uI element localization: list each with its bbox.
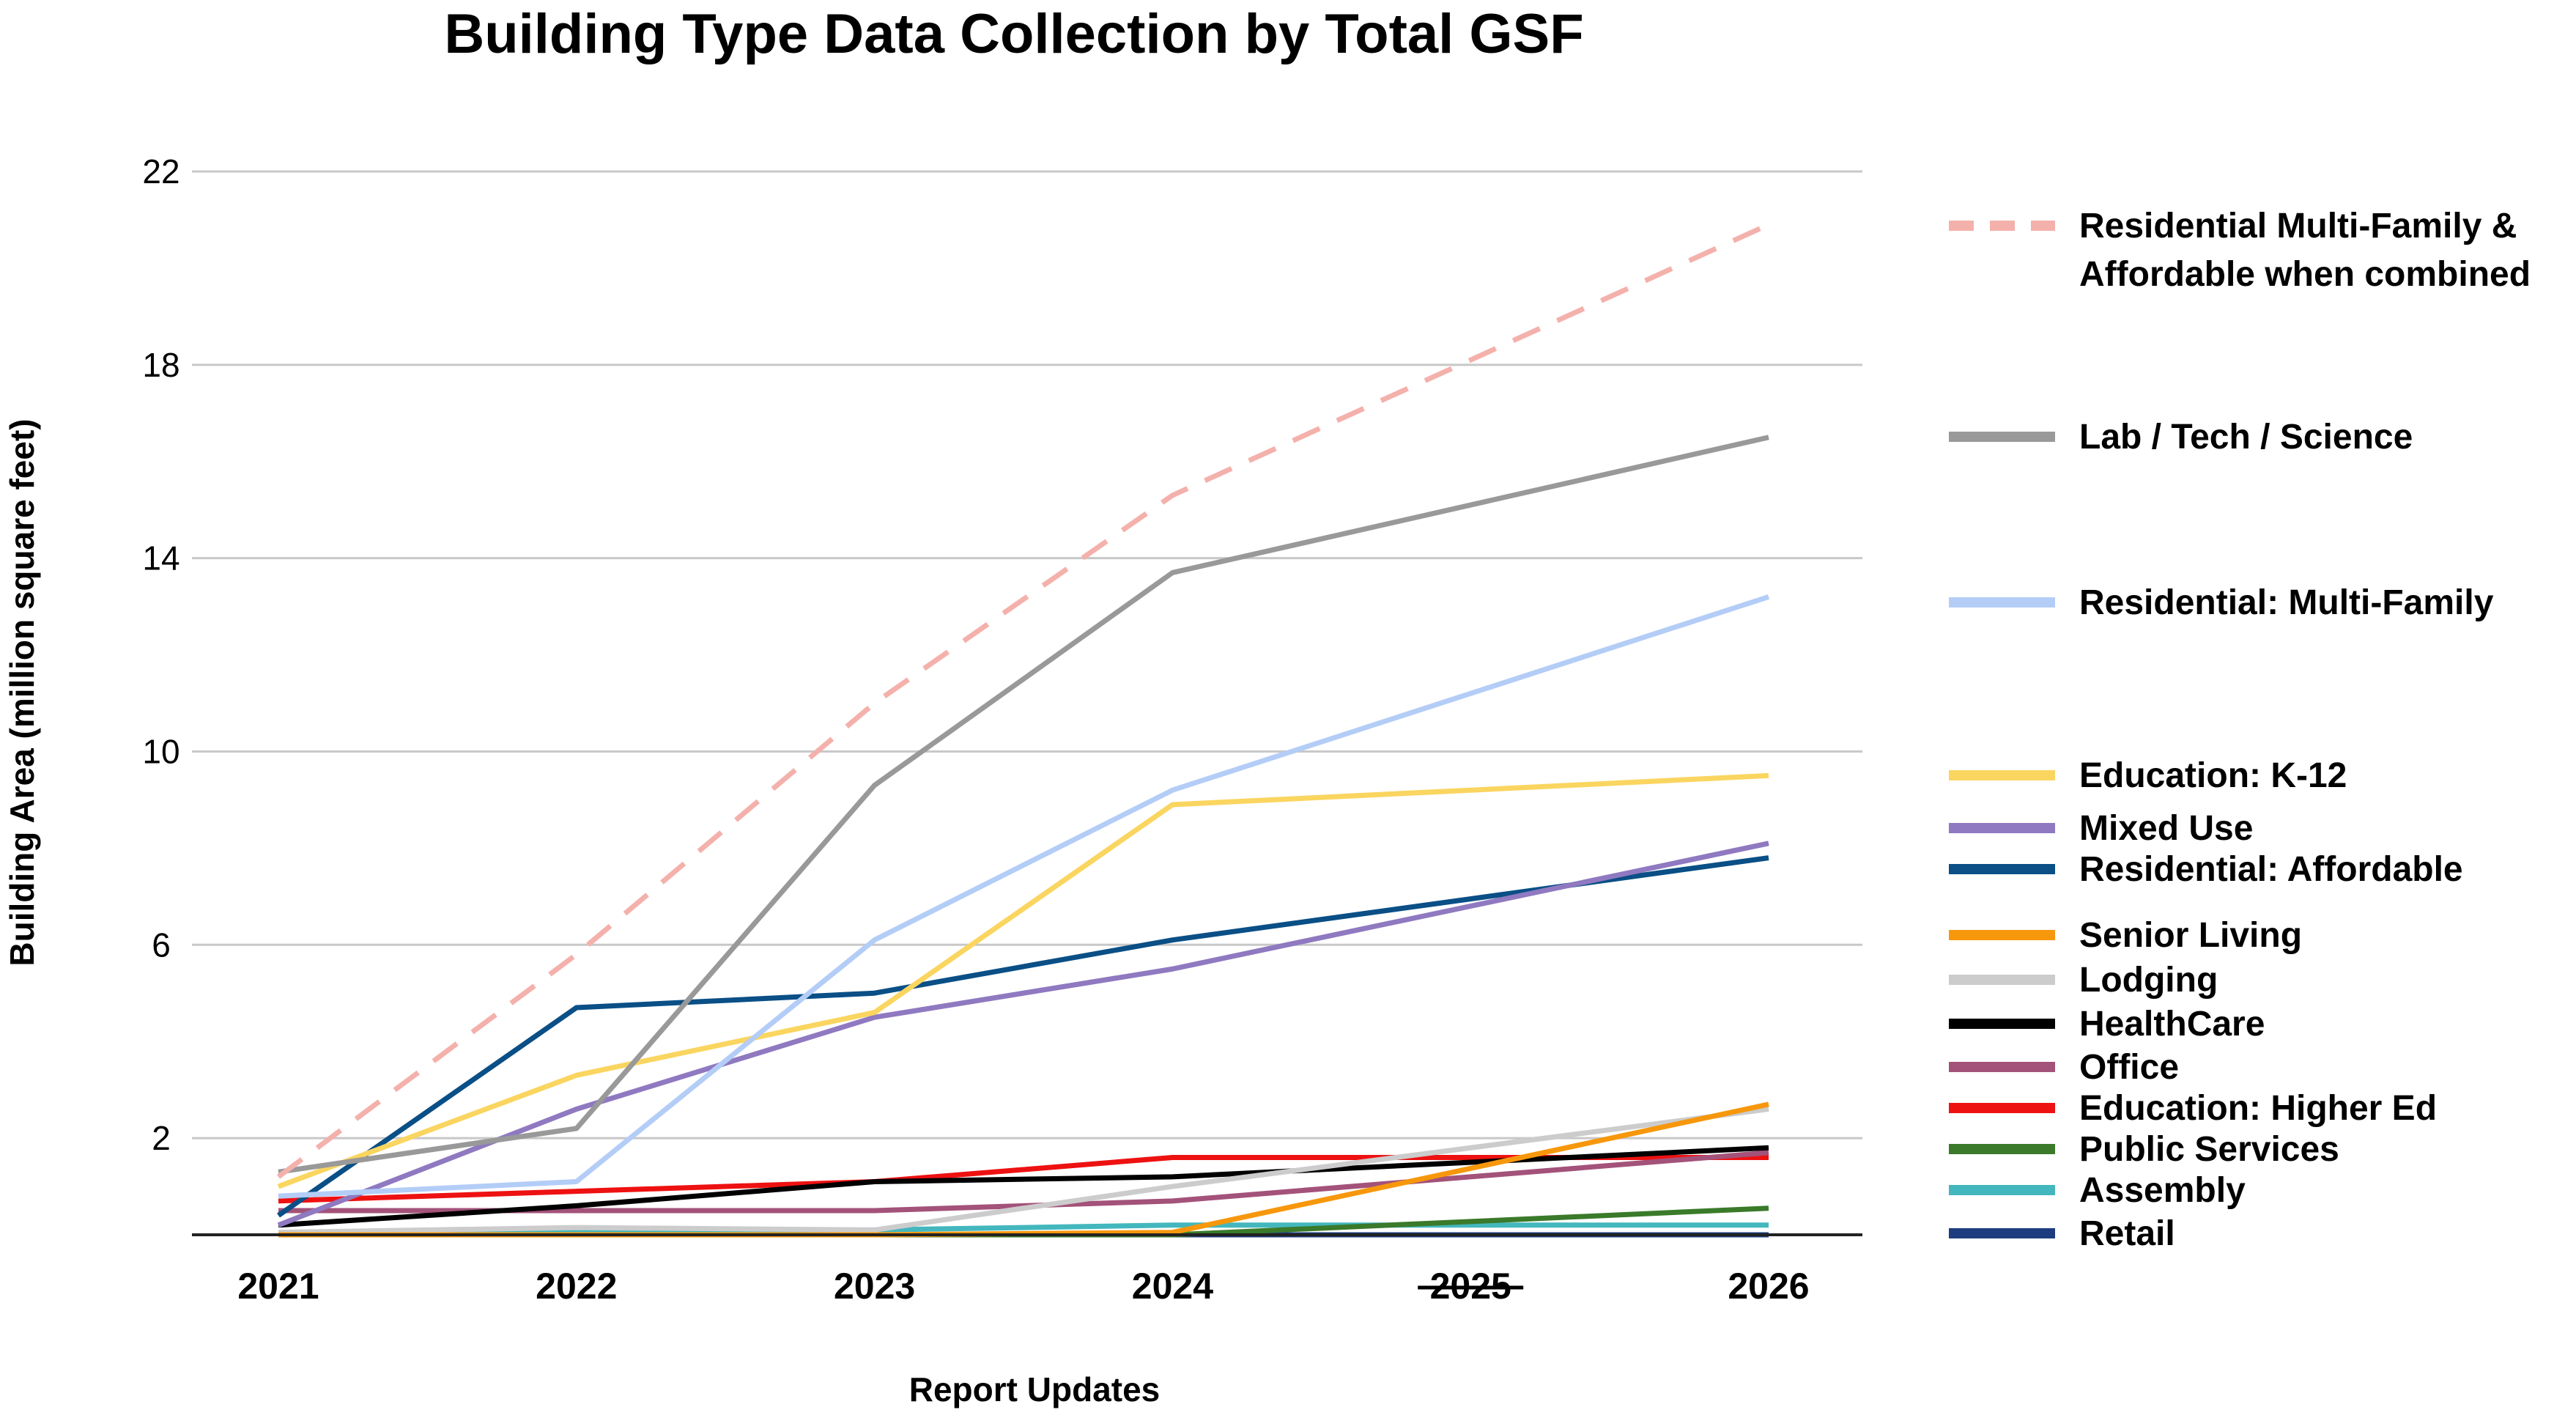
- y-tick-label: 2: [152, 1119, 171, 1157]
- x-tick-label: 2026: [1728, 1266, 1809, 1307]
- series-line-residential-affordable: [276, 855, 1769, 1218]
- series-line-education-k-12: [277, 772, 1769, 1189]
- legend-label-education-higher-ed: Education: Higher Ed: [2079, 1089, 2437, 1128]
- legend-label-lodging: Lodging: [2079, 961, 2218, 1000]
- series-line-residential-multi-family-affordable-when-combined: [276, 222, 1770, 1179]
- series-line-lodging: [278, 1107, 1769, 1236]
- legend-label-healthcare: HealthCare: [2079, 1005, 2265, 1044]
- legend-label-residential-multi-family-affordable-when-combined: Affordable when combined: [2079, 255, 2531, 294]
- legend-label-education-k-12: Education: K-12: [2079, 756, 2347, 795]
- legend-label-assembly: Assembly: [2079, 1171, 2246, 1210]
- series-line-healthcare: [278, 1145, 1769, 1228]
- series-line-lab-tech-science: [278, 435, 1769, 1175]
- x-tick-label: 2023: [834, 1266, 915, 1307]
- chart-title: Building Type Data Collection by Total G…: [444, 3, 1583, 65]
- x-axis-title: Report Updates: [909, 1370, 1160, 1408]
- legend-label-residential-multi-family: Residential: Multi-Family: [2079, 583, 2494, 622]
- series-line-mixed-use: [277, 841, 1769, 1228]
- y-axis-title: Building Area (million square feet): [3, 418, 41, 966]
- x-tick-label: 2021: [237, 1266, 319, 1307]
- y-tick-label: 6: [152, 926, 171, 964]
- y-tick-label: 10: [142, 732, 179, 770]
- x-tick-label: 2022: [536, 1266, 617, 1307]
- legend-label-public-services: Public Services: [2079, 1130, 2339, 1169]
- legend-label-office: Office: [2079, 1048, 2179, 1087]
- y-tick-labels: 2 6 10 14 18 22: [142, 152, 179, 1157]
- y-tick-label: 14: [142, 539, 179, 577]
- y-tick-label: 18: [142, 346, 179, 384]
- legend-label-senior-living: Senior Living: [2079, 916, 2302, 955]
- legend-label-lab-tech-science: Lab / Tech / Science: [2079, 418, 2413, 457]
- x-tick-label: 2024: [1132, 1266, 1213, 1307]
- legend-label-residential-multi-family-affordable-when-combined: Residential Multi-Family &: [2079, 207, 2517, 245]
- gridlines: [192, 170, 1862, 1140]
- x-tick-labels: 2021 2022 2023 2024 2025 2026: [237, 1266, 1809, 1307]
- y-tick-label: 22: [142, 152, 179, 191]
- legend-label-retail: Retail: [2079, 1214, 2175, 1253]
- legend-label-residential-affordable: Residential: Affordable: [2079, 850, 2463, 889]
- legend-label-mixed-use: Mixed Use: [2079, 809, 2253, 848]
- series-lines: [276, 222, 1770, 1238]
- legend: Residential Multi-Family & Affordable whe…: [1949, 207, 2531, 1253]
- series-line-residential-multi-family: [278, 594, 1770, 1199]
